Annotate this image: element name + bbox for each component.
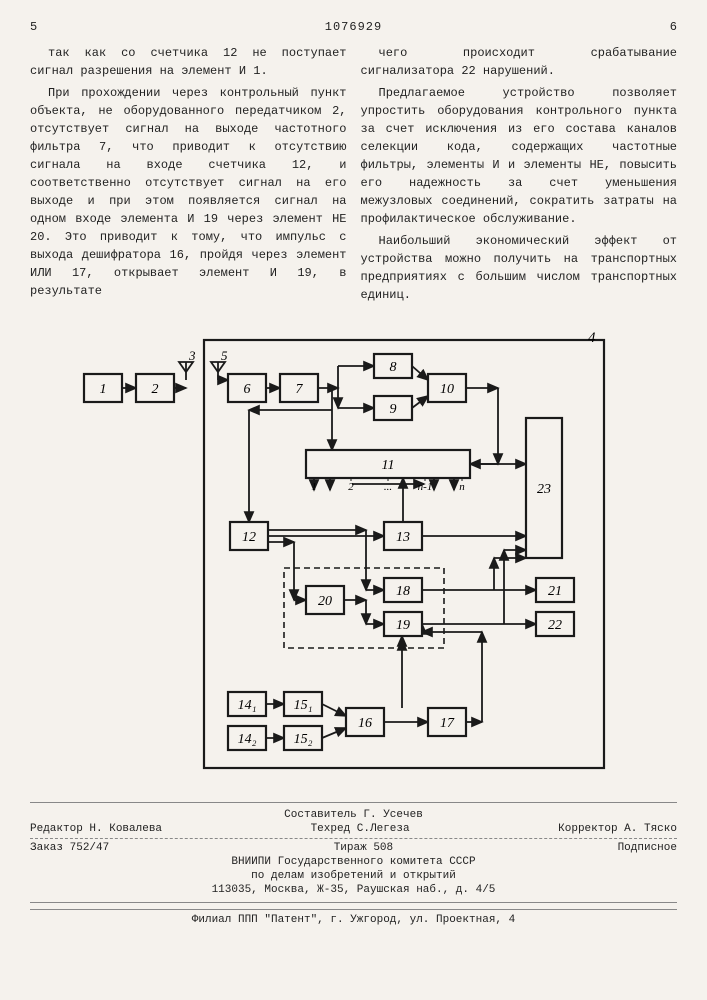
imprint-footer: Составитель Г. Усечев Редактор Н. Ковале…: [30, 802, 677, 903]
circuit-diagram: 41267891011121320181921222314₁14₂15₁15₂1…: [74, 320, 634, 790]
svg-text:17: 17: [440, 716, 455, 731]
page-num-right: 6: [670, 20, 677, 34]
svg-text:15₂: 15₂: [293, 732, 312, 747]
right-column: чего происходит срабатывание сигнализато…: [361, 44, 678, 308]
patent-number: 1076929: [37, 20, 670, 34]
para: Предлагаемое устройство позволяет упрост…: [361, 84, 678, 228]
para: чего происходит срабатывание сигнализато…: [361, 44, 678, 80]
svg-text:15₁: 15₁: [293, 698, 312, 713]
para: Наибольший экономический эффект от устро…: [361, 232, 678, 304]
svg-text:20: 20: [318, 594, 332, 609]
order: Заказ 752/47: [30, 842, 109, 854]
svg-text:10: 10: [440, 382, 454, 397]
svg-text:2: 2: [151, 382, 158, 397]
page-num-left: 5: [30, 20, 37, 34]
svg-text:n: n: [459, 481, 465, 493]
para: так как со счетчика 12 не поступает сигн…: [30, 44, 347, 80]
composer: Г. Усечев: [363, 809, 422, 821]
text-columns: так как со счетчика 12 не поступает сигн…: [30, 44, 677, 308]
svg-text:1: 1: [99, 382, 106, 397]
svg-text:6: 6: [243, 382, 250, 397]
para: При прохождении через контрольный пункт …: [30, 84, 347, 300]
svg-text:14₁: 14₁: [237, 698, 256, 713]
svg-text:2: 2: [348, 481, 354, 493]
org-line1: ВНИИПИ Государственного комитета СССР: [30, 856, 677, 868]
svg-text:21: 21: [548, 584, 562, 599]
svg-text:8: 8: [389, 360, 396, 375]
svg-text:9: 9: [389, 402, 396, 417]
svg-text:18: 18: [396, 584, 410, 599]
svg-text:5: 5: [221, 348, 228, 363]
tech-cell: Техред С.Легеза: [311, 823, 410, 835]
svg-text:13: 13: [396, 530, 410, 545]
svg-text:3: 3: [188, 348, 196, 363]
svg-text:11: 11: [381, 458, 394, 473]
org-line2: по делам изобретений и открытий: [30, 870, 677, 882]
left-column: так как со счетчика 12 не поступает сигн…: [30, 44, 347, 308]
corrector-cell: Корректор А. Тяско: [558, 823, 677, 835]
branch-footer: Филиал ППП "Патент", г. Ужгород, ул. Про…: [30, 909, 677, 926]
tirage: Тираж 508: [334, 842, 393, 854]
svg-text:19: 19: [396, 618, 410, 633]
svg-text:1: 1: [311, 481, 317, 493]
svg-text:16: 16: [358, 716, 372, 731]
subscription: Подписное: [618, 842, 677, 854]
svg-text:...: ...: [383, 481, 391, 493]
svg-text:n-1: n-1: [417, 481, 432, 493]
page-header: 5 1076929 6: [30, 20, 677, 34]
svg-text:12: 12: [242, 530, 256, 545]
svg-text:7: 7: [295, 382, 303, 397]
svg-text:14₂: 14₂: [237, 732, 256, 747]
svg-text:4: 4: [588, 330, 596, 346]
address: 113035, Москва, Ж-35, Раушская наб., д. …: [30, 884, 677, 896]
svg-text:22: 22: [548, 618, 562, 633]
composer-label: Составитель: [284, 809, 357, 821]
editor-cell: Редактор Н. Ковалева: [30, 823, 162, 835]
svg-text:23: 23: [537, 482, 551, 497]
